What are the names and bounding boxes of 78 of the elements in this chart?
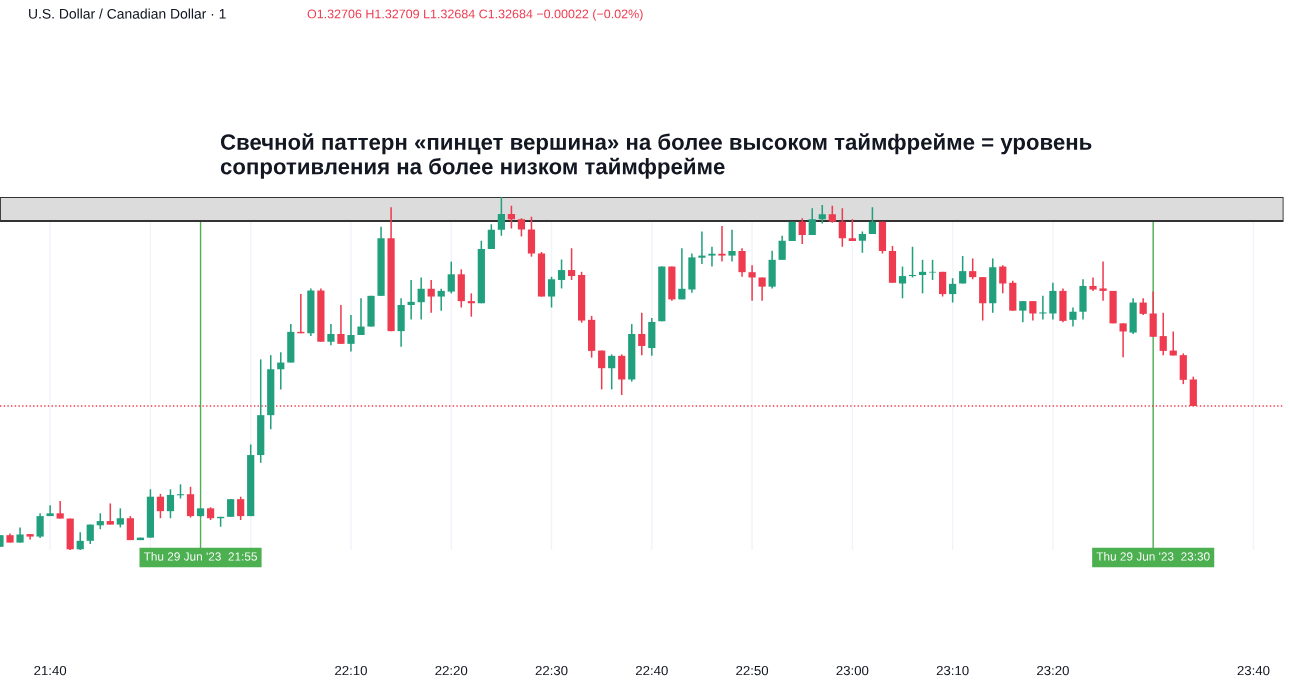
x-tick-label: 22:40 <box>635 665 668 676</box>
candlestick <box>1119 322 1127 359</box>
candlestick <box>718 225 726 263</box>
candlestick <box>46 504 54 517</box>
candlestick <box>497 197 505 237</box>
candlestick <box>547 276 556 309</box>
candlestick <box>618 353 626 396</box>
candlestick <box>918 259 927 295</box>
x-tick-label: 23:10 <box>936 665 969 676</box>
candlestick <box>237 495 245 521</box>
candlestick <box>678 247 686 301</box>
candlestick <box>959 255 967 285</box>
candlestick <box>156 493 165 519</box>
candlestick <box>1029 300 1037 322</box>
candlestick <box>1019 300 1027 324</box>
candlestick <box>1149 290 1157 338</box>
candlestick <box>928 259 937 281</box>
text: O1.32706 H1.32709 L1.32684 C1.32684 −0.00022 (−0.02%) <box>307 9 643 21</box>
candlestick <box>758 276 766 302</box>
candlestick <box>598 349 606 391</box>
candlestick <box>166 488 175 519</box>
x-tick-label: 23:20 <box>1037 665 1069 676</box>
candlestick <box>808 207 816 236</box>
x-tick-label: 22:30 <box>535 665 568 676</box>
chart-title: U.S. Dollar / Canadian Dollar · 1 <box>29 8 226 19</box>
candlestick <box>337 304 345 345</box>
ref-line-label: Thu 29 Jun '23 23:30 <box>1096 552 1210 561</box>
candlestick <box>417 276 425 321</box>
x-tick-label: 23:40 <box>1237 665 1270 676</box>
candlestick <box>738 247 746 278</box>
candlestick <box>186 486 195 519</box>
candlestick <box>517 217 526 238</box>
candlestick <box>838 207 846 248</box>
candlestick <box>708 246 716 268</box>
candlestick <box>728 229 736 263</box>
candlestick <box>608 353 616 391</box>
candlestick <box>638 312 646 356</box>
candlestick <box>778 235 786 261</box>
candlestick <box>1089 276 1097 292</box>
candlestick <box>748 264 756 302</box>
x-tick-label: 22:10 <box>335 665 367 676</box>
candlestick <box>36 512 44 539</box>
candlestick <box>357 297 365 336</box>
candlestick <box>858 230 866 254</box>
candlestick <box>999 264 1007 295</box>
candlestick <box>126 515 134 541</box>
candlestick <box>327 323 335 347</box>
candlestick <box>347 314 355 353</box>
candlestick <box>939 271 947 298</box>
candlestick <box>407 279 415 321</box>
candlestick <box>437 288 445 312</box>
candlestick <box>698 230 706 265</box>
x-tick-label: 23:00 <box>836 665 869 676</box>
x-tick-label: 22:20 <box>435 665 468 676</box>
candlestick <box>567 247 576 281</box>
candlestick <box>969 257 977 281</box>
candlestick <box>868 206 877 235</box>
candlestick <box>557 258 566 290</box>
candlestick <box>1049 282 1057 321</box>
candlestick <box>898 265 907 300</box>
candlestick <box>1069 306 1077 328</box>
candlestick <box>106 502 114 526</box>
candlestick <box>949 277 957 304</box>
x-tick-label: 21:40 <box>34 665 67 676</box>
candlestick <box>1099 260 1107 302</box>
candlestick <box>116 507 124 529</box>
text: Свечной паттерн «пинцет вершина» на более высоком таймфрейме = уровень сопротивления на более низком таймфрейме <box>220 133 1092 179</box>
ref-line-label: Thu 29 Jun '23 21:55 <box>143 552 257 561</box>
candlestick <box>527 216 536 258</box>
candlestick <box>798 217 806 245</box>
candlestick <box>427 279 435 314</box>
candlestick <box>467 292 475 318</box>
candlestick <box>447 260 455 295</box>
candlestick <box>487 223 495 250</box>
candlestick <box>507 205 516 230</box>
x-tick-label: 22:50 <box>736 665 769 676</box>
candlestick <box>1159 312 1167 356</box>
candlestick <box>818 204 826 225</box>
